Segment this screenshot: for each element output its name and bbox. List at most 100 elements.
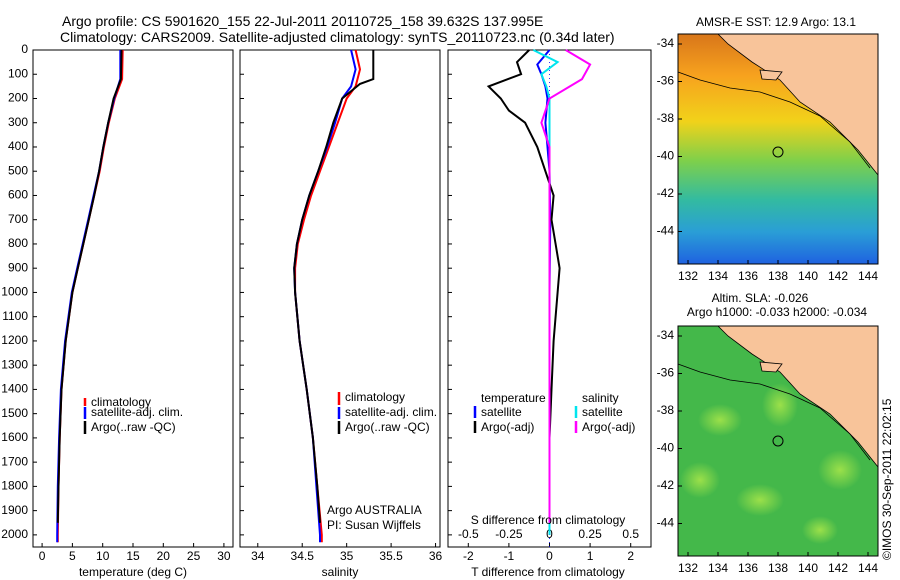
depth-tick-label-4: 400 — [8, 139, 28, 153]
depth-tick-label-8: 800 — [8, 236, 28, 250]
lat-tick-label: -38 — [657, 403, 675, 417]
depth-tick-label-19: 1900 — [1, 503, 28, 517]
imos-timestamp: ©IMOS 30-Sep-2011 22:02:15 — [880, 398, 894, 560]
sla-island — [759, 361, 783, 373]
x-tick-label: -1 — [504, 549, 515, 563]
lat-tick-label: -36 — [657, 366, 675, 380]
depth-tick-label-16: 1600 — [1, 430, 28, 444]
temp-legend-satellite: satellite-adj. clim. — [91, 405, 183, 419]
lon-tick-label: 134 — [708, 269, 728, 283]
lon-tick-label: 144 — [858, 269, 878, 283]
lat-tick-label: -34 — [657, 36, 675, 50]
depth-tick-label-11: 1100 — [2, 309, 28, 323]
depth-tick-label-0: 0 — [21, 42, 28, 56]
difference-top-xlabel: S difference from climatology — [471, 513, 626, 527]
pi-label: PI: Susan Wijffels — [327, 518, 421, 532]
lon-tick-label: 142 — [828, 269, 848, 283]
x-tick-label: 15 — [126, 549, 140, 563]
argo-australia-label: Argo AUSTRALIA — [327, 503, 422, 517]
depth-tick-label-6: 600 — [8, 188, 28, 202]
sst-shelf-contour — [677, 71, 871, 169]
lon-tick-label: 144 — [858, 561, 878, 575]
lat-tick-label: -44 — [657, 224, 675, 238]
lat-tick-label: -42 — [657, 478, 675, 492]
lat-tick-label: -40 — [657, 149, 675, 163]
depth-tick-label-10: 1000 — [1, 285, 28, 299]
depth-tick-label-5: 500 — [8, 163, 28, 177]
salinity-panel-frame — [239, 49, 441, 548]
x-tick-label: 10 — [96, 549, 110, 563]
lon-tick-label: 134 — [708, 561, 728, 575]
x-tick-label: 35.5 — [379, 549, 403, 563]
sla-map-title-1: Altim. SLA: -0.026 — [712, 291, 809, 305]
sal-legend-argo: Argo(..raw -QC) — [345, 420, 430, 434]
x-tick-label: 35 — [340, 549, 354, 563]
x-tick-label: 36 — [429, 549, 443, 563]
lon-tick-label: 136 — [738, 269, 758, 283]
diff-legend-sal-satellite: satellite — [582, 405, 623, 419]
depth-tick-label-12: 1200 — [1, 333, 28, 347]
top-x-tick-label: -0.5 — [458, 527, 479, 541]
x-tick-label: 30 — [217, 549, 231, 563]
sla-map — [677, 325, 879, 557]
top-x-tick-label: 0.5 — [622, 527, 639, 541]
x-tick-label: 0 — [39, 549, 46, 563]
depth-tick-label-14: 1400 — [1, 382, 28, 396]
sla-shelf-contour — [677, 363, 871, 461]
x-tick-label: 20 — [157, 549, 171, 563]
x-tick-label: 5 — [69, 549, 76, 563]
series-line-satellite-adj-clim- — [56, 50, 122, 543]
depth-tick-label-15: 1500 — [1, 406, 28, 420]
temperature-panel-frame — [32, 49, 234, 548]
sla-map-title-2: Argo h1000: -0.033 h2000: -0.034 — [687, 305, 867, 319]
lon-tick-label: 132 — [678, 269, 698, 283]
depth-tick-label-9: 900 — [8, 260, 28, 274]
lat-tick-label: -34 — [657, 328, 675, 342]
diff-legend-temp-satellite: satellite — [481, 405, 522, 419]
salinity-xlabel: salinity — [322, 565, 359, 579]
depth-tick-label-3: 300 — [8, 115, 28, 129]
sal-legend-climatology: climatology — [345, 390, 405, 404]
diff-legend-temp-argo: Argo(-adj) — [481, 420, 534, 434]
depth-tick-label-20: 2000 — [1, 527, 28, 541]
lon-tick-label: 136 — [738, 561, 758, 575]
lat-tick-label: -40 — [657, 441, 675, 455]
title-line-1: Argo profile: CS 5901620_155 22-Jul-2011… — [62, 13, 544, 29]
depth-tick-label-17: 1700 — [1, 454, 28, 468]
series-line-argo-raw-qc- — [56, 49, 123, 523]
top-x-tick-label: 0.25 — [578, 527, 602, 541]
lon-tick-label: 140 — [798, 561, 818, 575]
x-tick-label: 34.5 — [291, 549, 315, 563]
sst-map — [677, 33, 879, 265]
x-tick-label: 25 — [187, 549, 201, 563]
sst-map-title: AMSR-E SST: 12.9 Argo: 13.1 — [696, 15, 856, 29]
sst-argo-marker — [772, 146, 784, 158]
lat-tick-label: -38 — [657, 111, 675, 125]
sst-island — [759, 69, 783, 81]
diff-legend-salinity: salinity — [582, 391, 619, 405]
difference-xlabel: T difference from climatology — [471, 565, 625, 579]
lon-tick-label: 138 — [768, 269, 788, 283]
diff-legend-sal-argo: Argo(-adj) — [582, 420, 635, 434]
series-line-sal-argo — [540, 49, 592, 523]
x-tick-label: 1 — [587, 549, 594, 563]
temp-legend-argo: Argo(..raw -QC) — [91, 420, 176, 434]
series-line-satellite-adj-clim- — [293, 49, 357, 543]
diff-legend-temperature: temperature — [481, 391, 546, 405]
title-line-2: Climatology: CARS2009. Satellite-adjuste… — [60, 29, 615, 45]
sal-legend-satellite: satellite-adj. clim. — [345, 405, 437, 419]
depth-tick-label-13: 1300 — [1, 357, 28, 371]
lat-tick-label: -36 — [657, 74, 675, 88]
series-line-argo-adj- — [486, 49, 561, 523]
lon-tick-label: 138 — [768, 561, 788, 575]
depth-tick-label-18: 1800 — [1, 479, 28, 493]
series-line-climatology — [56, 49, 124, 543]
x-tick-label: 34 — [251, 549, 265, 563]
sla-argo-marker — [772, 435, 784, 447]
depth-tick-label-7: 700 — [8, 212, 28, 226]
depth-tick-label-1: 100 — [8, 66, 28, 80]
series-line-satellite — [536, 49, 552, 535]
x-tick-label: 2 — [627, 549, 634, 563]
lat-tick-label: -44 — [657, 516, 675, 530]
